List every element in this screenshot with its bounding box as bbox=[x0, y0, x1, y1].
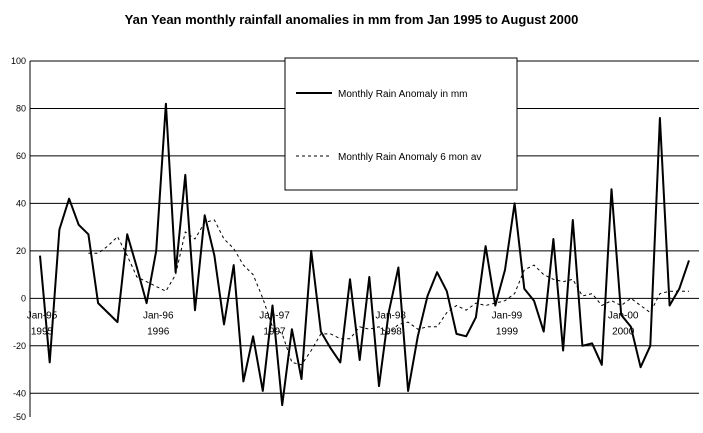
x-tick-label: Jan-97 bbox=[259, 310, 290, 321]
legend-label-monthly: Monthly Rain Anomaly in mm bbox=[338, 89, 468, 100]
x-tick-label: Jan-96 bbox=[143, 310, 174, 321]
y-tick-label: 80 bbox=[16, 103, 26, 113]
y-tick-label: 100 bbox=[11, 56, 26, 66]
y-tick-label: -20 bbox=[13, 341, 26, 351]
axes bbox=[29, 61, 699, 417]
legend-label-6mon-av: Monthly Rain Anomaly 6 mon av bbox=[338, 152, 481, 163]
y-tick-label: 60 bbox=[16, 151, 26, 161]
x-tick-label: Jan-00 bbox=[608, 310, 639, 321]
x-tick-year-label: 2000 bbox=[612, 326, 635, 337]
x-tick-label: Jan-99 bbox=[492, 310, 523, 321]
series-line-monthly bbox=[39, 102, 690, 407]
x-tick-label: Jan-95 bbox=[27, 310, 58, 321]
chart-title: Yan Yean monthly rainfall anomalies in m… bbox=[124, 12, 579, 27]
y-tick-label: 20 bbox=[16, 246, 26, 256]
x-tick-year-label: 1999 bbox=[496, 326, 519, 337]
y-tick-label: -40 bbox=[13, 388, 26, 398]
x-tick-year-label: 1998 bbox=[380, 326, 403, 337]
series-line-6mon-av bbox=[88, 219, 689, 366]
y-tick-label: 40 bbox=[16, 198, 26, 208]
x-tick-label: Jan-98 bbox=[375, 310, 406, 321]
y-tick-label: 0 bbox=[21, 293, 26, 303]
series-lines bbox=[39, 102, 690, 407]
legend: Monthly Rain Anomaly in mm Monthly Rain … bbox=[284, 57, 518, 191]
y-tick-labels: 100 80 60 40 20 0 -20 -40 -50 bbox=[11, 56, 26, 422]
y-tick-label: -50 bbox=[13, 412, 26, 422]
x-tick-year-label: 1996 bbox=[147, 326, 170, 337]
x-tick-year-label: 1995 bbox=[31, 326, 54, 337]
legend-box bbox=[284, 57, 518, 191]
